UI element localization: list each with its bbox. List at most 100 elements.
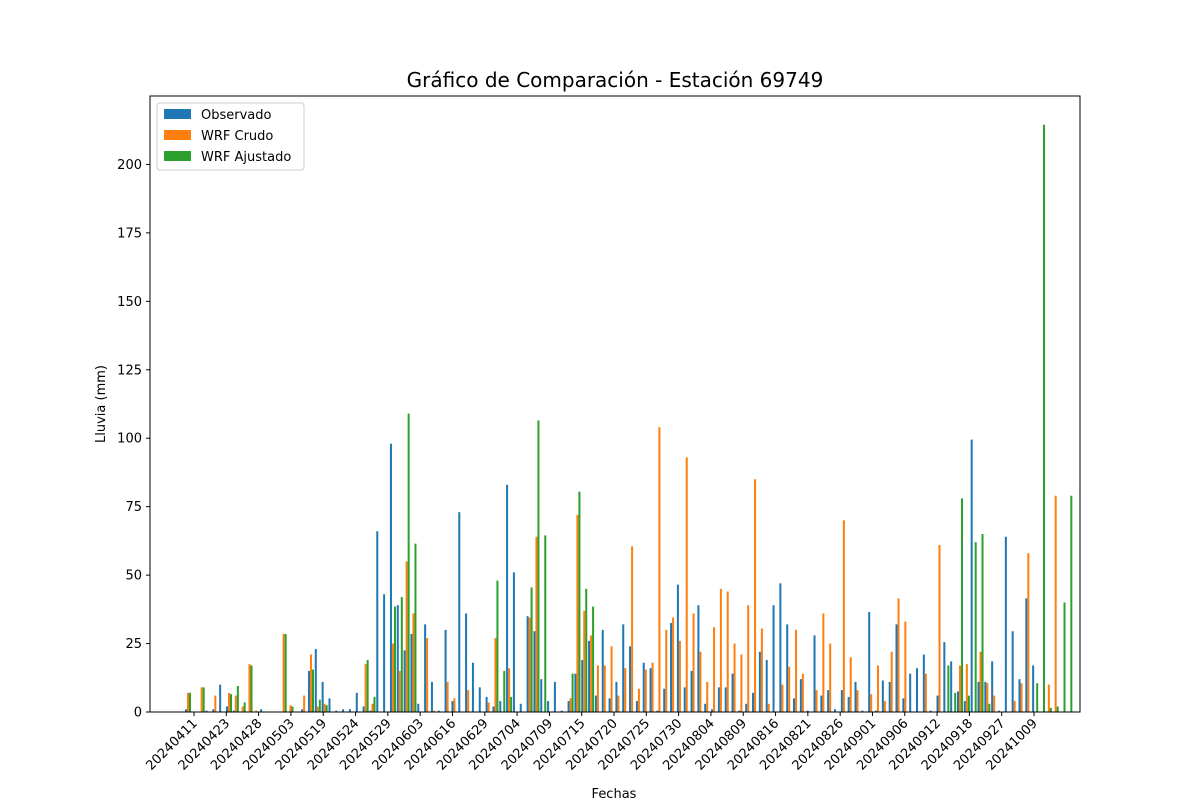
- bar-wrf-crudo-32: [405, 561, 408, 712]
- bar-wrf-crudo-67: [644, 669, 647, 712]
- bar-observado-73: [683, 687, 686, 712]
- bar-observado-30: [389, 443, 392, 712]
- chart-title: Gráfico de Comparación - Estación 69749: [407, 68, 824, 92]
- bar-wrf-crudo-100: [870, 694, 873, 712]
- bar-wrf-ajustado-9: [250, 665, 253, 712]
- bar-observado-86: [772, 605, 775, 712]
- legend-swatch-observado: [164, 109, 191, 119]
- bar-observado-74: [690, 670, 693, 712]
- bar-wrf-crudo-82: [747, 605, 750, 712]
- bar-observado-7: [232, 710, 235, 712]
- bar-observado-67: [642, 662, 645, 712]
- y-axis: 0 25 50 75 100 125 150 175 200: [117, 158, 150, 721]
- bar-wrf-crudo-14: [282, 633, 285, 712]
- bar-observado-102: [881, 680, 884, 712]
- bar-wrf-ajustado-117: [988, 703, 991, 712]
- bar-observado-29: [383, 594, 386, 712]
- bar-observado-68: [649, 668, 652, 712]
- bar-wrf-ajustado-128: [1063, 602, 1066, 712]
- bar-observado-79: [724, 687, 727, 712]
- bar-wrf-crudo-38: [446, 681, 449, 712]
- bar-observado-19: [314, 649, 317, 712]
- bar-wrf-crudo-97: [849, 657, 852, 712]
- bar-observado-78: [717, 687, 720, 712]
- bar-wrf-ajustado-125: [1043, 124, 1046, 712]
- bar-observado-5: [219, 684, 222, 712]
- bar-observado-117: [984, 681, 987, 712]
- bar-wrf-ajustado-20: [325, 705, 328, 712]
- bar-observado-120: [1004, 536, 1007, 712]
- y-tick-label: 100: [117, 432, 142, 447]
- bar-wrf-crudo-9: [248, 664, 251, 712]
- bar-observado-89: [793, 698, 796, 712]
- bar-wrf-crudo-93: [822, 613, 825, 712]
- bar-observado-57: [574, 673, 577, 712]
- bar-observado-11: [260, 709, 263, 712]
- bar-wrf-crudo-94: [829, 643, 832, 712]
- bar-wrf-ajustado-8: [243, 702, 246, 712]
- bar-wrf-crudo-121: [1013, 701, 1016, 712]
- bar-wrf-crudo-76: [706, 681, 709, 712]
- bar-observado-105: [902, 698, 905, 712]
- bar-observado-33: [410, 633, 413, 712]
- bar-wrf-ajustado-33: [414, 543, 417, 712]
- bar-observado-82: [745, 703, 748, 712]
- bar-wrf-crudo-127: [1054, 495, 1057, 712]
- bar-wrf-crudo-8: [241, 706, 244, 712]
- bar-wrf-ajustado-2: [202, 687, 205, 712]
- bar-observado-72: [676, 584, 679, 712]
- bar-wrf-crudo-39: [453, 698, 456, 712]
- y-tick-label: 75: [125, 500, 142, 515]
- bar-observado-100: [868, 612, 871, 712]
- bar-observado-99: [861, 710, 864, 712]
- bar-observado-71: [670, 623, 673, 712]
- bar-wrf-crudo-0: [187, 692, 190, 712]
- bar-wrf-ajustado-47: [510, 696, 513, 712]
- bar-observado-84: [758, 651, 761, 712]
- bar-wrf-crudo-27: [371, 703, 374, 712]
- bar-wrf-ajustado-30: [393, 606, 396, 712]
- bar-wrf-crudo-104: [897, 598, 900, 712]
- bar-wrf-crudo-88: [788, 666, 791, 712]
- bar-wrf-crudo-71: [672, 617, 675, 712]
- bar-wrf-crudo-51: [535, 536, 538, 712]
- legend-box: [156, 102, 305, 171]
- bar-wrf-crudo-101: [877, 665, 880, 712]
- bar-wrf-ajustado-129: [1070, 495, 1073, 712]
- bar-wrf-crudo-66: [637, 688, 640, 712]
- bar-observado-23: [342, 709, 345, 712]
- bar-wrf-ajustado-31: [400, 597, 403, 712]
- bar-wrf-crudo-103: [890, 651, 893, 712]
- bar-wrf-crudo-58: [583, 610, 586, 712]
- bar-wrf-crudo-89: [795, 629, 798, 712]
- bar-wrf-crudo-122: [1020, 683, 1023, 712]
- bars-layer: [184, 124, 1073, 712]
- bar-observado-36: [430, 681, 433, 712]
- bar-wrf-crudo-69: [658, 427, 661, 712]
- bar-wrf-crudo-57: [576, 514, 579, 712]
- bar-observado-122: [1018, 679, 1021, 712]
- bar-wrf-crudo-77: [713, 627, 716, 712]
- bar-wrf-crudo-59: [590, 635, 593, 712]
- bar-observado-85: [765, 659, 768, 712]
- bar-wrf-crudo-87: [781, 684, 784, 712]
- bar-wrf-crudo-4: [214, 695, 217, 712]
- bar-observado-80: [731, 673, 734, 712]
- bar-wrf-ajustado-56: [571, 673, 574, 712]
- legend-swatch-wrf-crudo: [164, 130, 191, 140]
- bar-observado-83: [752, 692, 755, 712]
- bar-wrf-ajustado-27: [373, 696, 376, 712]
- bar-wrf-ajustado-52: [544, 535, 547, 712]
- y-axis-label: Lluvia (mm): [94, 365, 109, 443]
- plot-frame: [149, 95, 1081, 713]
- bar-wrf-crudo-81: [740, 654, 743, 712]
- bar-observado-62: [608, 698, 611, 712]
- bar-wrf-crudo-116: [979, 651, 982, 712]
- bar-wrf-crudo-33: [412, 613, 415, 712]
- bar-wrf-crudo-83: [754, 479, 757, 712]
- bar-observado-91: [806, 710, 809, 712]
- bar-wrf-ajustado-6: [230, 694, 233, 712]
- bar-observado-93: [820, 695, 823, 712]
- bar-observado-52: [540, 679, 543, 712]
- bar-wrf-crudo-26: [364, 664, 367, 712]
